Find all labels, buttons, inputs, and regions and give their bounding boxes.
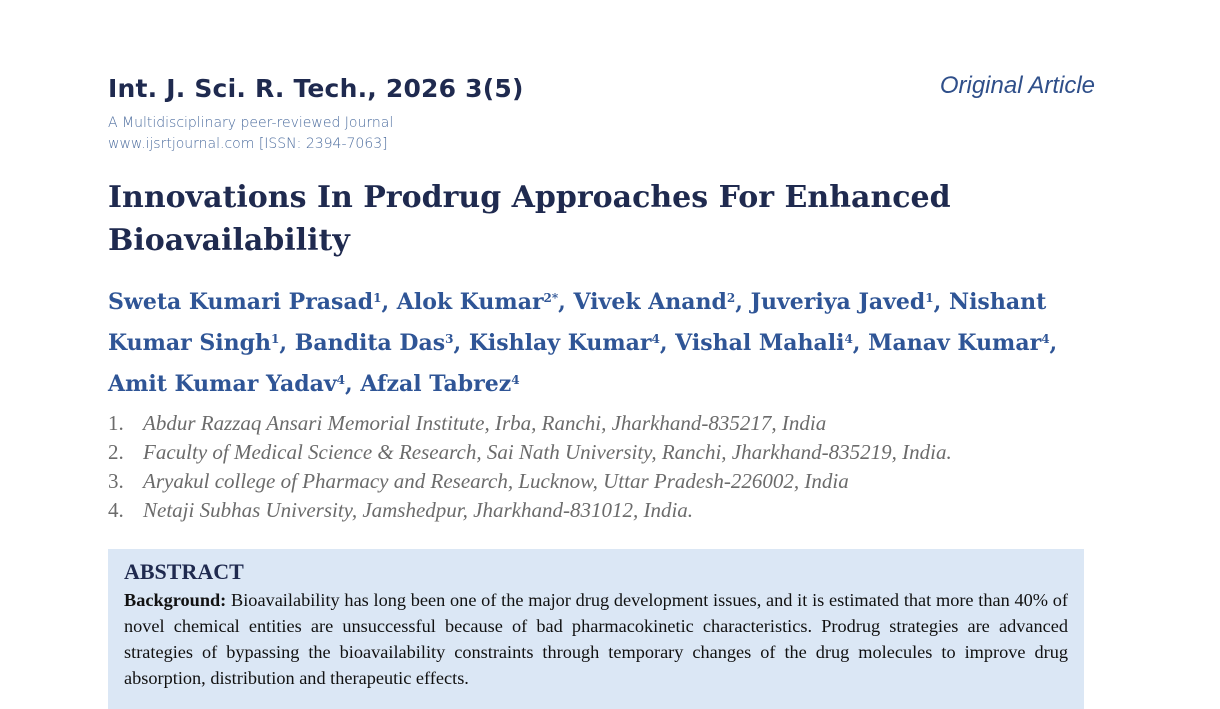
author-separator: , [933,289,949,315]
author-list: Sweta Kumari Prasad1, Alok Kumar2*, Vive… [108,282,1083,405]
author-name: Kishlay Kumar [468,330,652,356]
journal-citation: Int. J. Sci. R. Tech., 2026 3(5) [108,74,524,103]
affiliation-text: Aryakul college of Pharmacy and Research… [143,469,849,493]
article-type-label: Original Article [939,72,1095,99]
affiliation-list: 1. Abdur Razzaq Ansari Memorial Institute… [108,409,952,525]
author-separator: , [344,371,361,397]
author-name: Bandita Das [294,330,446,356]
author-affiliation-mark: 4 [1041,332,1050,346]
author-affiliation-mark: 4 [336,373,345,387]
author-name: Afzal Tabrez [360,371,512,397]
journal-website-issn[interactable]: www.ijsrtjournal.com [ISSN: 2394-7063] [108,136,388,152]
author-separator: , [279,330,295,356]
author-affiliation-mark: 2 [726,291,736,305]
abstract-heading: ABSTRACT [124,559,244,584]
author-affiliation-mark: 4 [844,332,853,346]
author-affiliation-mark: 3 [445,332,454,346]
affiliation-item: 4. Netaji Subhas University, Jamshedpur, … [108,496,952,525]
author-affiliation-mark: 1 [271,332,280,346]
author-separator: , [381,289,397,315]
author-separator: , [453,330,469,356]
journal-tagline: A Multidisciplinary peer-reviewed Journa… [108,115,394,131]
paper-title: Innovations In Prodrug Approaches For En… [108,180,951,258]
author-separator: , [735,289,751,315]
author-separator: , [558,289,574,315]
affiliation-number: 2. [108,440,124,464]
affiliation-text: Faculty of Medical Science & Research, S… [143,440,952,464]
author-name: Manav Kumar [868,330,1042,356]
author-affiliation-mark: 2* [543,291,559,305]
abstract-box: ABSTRACT Background: Bioavailability has… [108,549,1084,709]
affiliation-item: 3. Aryakul college of Pharmacy and Resear… [108,467,952,496]
author-affiliation-mark: 1 [925,291,934,305]
author-affiliation-mark: 4 [651,332,660,346]
author-separator: , [852,330,869,356]
author-name: Amit Kumar Yadav [108,371,337,397]
author-name: Vivek Anand [573,289,727,315]
affiliation-number: 1. [108,411,124,435]
author-name: Sweta Kumari Prasad [108,289,374,315]
author-name: Vishal Mahali [675,330,845,356]
author-separator: , [1049,330,1058,356]
author-name: Nishant Kumar Singh [108,289,1047,356]
author-separator: , [659,330,676,356]
affiliation-item: 1. Abdur Razzaq Ansari Memorial Institute… [108,409,952,438]
journal-tagline-block: A Multidisciplinary peer-reviewed Journa… [108,113,393,155]
author-affiliation-mark: 1 [373,291,382,305]
affiliation-number: 4. [108,498,124,522]
author-name: Juveriya Javed [750,289,926,315]
abstract-background: Background: Bioavailability has long bee… [124,587,1068,691]
affiliation-text: Netaji Subhas University, Jamshedpur, Jh… [143,498,694,522]
author-affiliation-mark: 4 [511,373,520,387]
abstract-background-text: Bioavailability has long been one of the… [124,590,1068,688]
affiliation-item: 2. Faculty of Medical Science & Research,… [108,438,952,467]
abstract-background-label: Background: [124,590,227,610]
affiliation-text: Abdur Razzaq Ansari Memorial Institute, … [143,411,827,435]
author-name: Alok Kumar [396,289,544,315]
affiliation-number: 3. [108,469,124,493]
